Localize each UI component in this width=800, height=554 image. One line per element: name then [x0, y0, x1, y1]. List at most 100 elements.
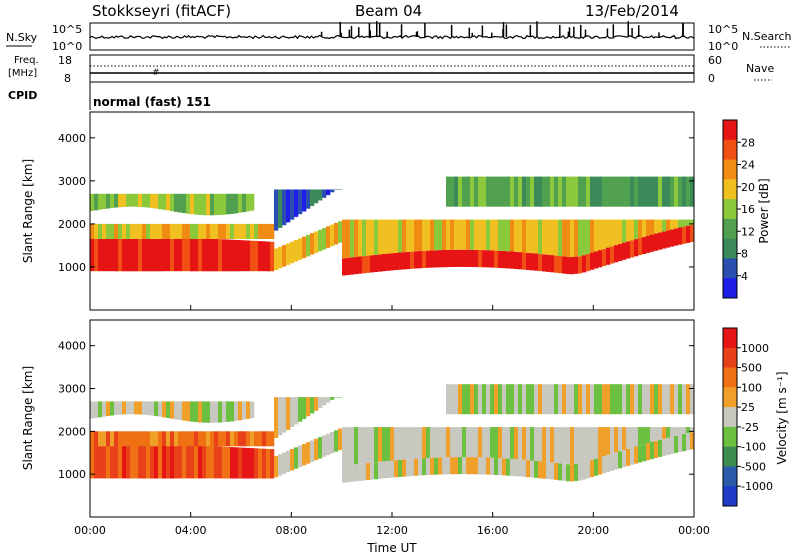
- velocity-cell: [486, 457, 491, 475]
- velocity-cell: [458, 457, 463, 475]
- power-cell: [486, 176, 491, 207]
- power-cell: [182, 237, 187, 272]
- nsearch-tick-top: 10^5: [708, 23, 738, 36]
- power-cell: [438, 219, 443, 251]
- velocity-cell: [246, 447, 251, 479]
- velocity-cell: [166, 431, 171, 447]
- power-cell: [306, 234, 311, 257]
- velocity-cell: [94, 440, 99, 479]
- velocity-cell: [242, 401, 247, 420]
- velocity-cell: [90, 401, 95, 419]
- power-cell: [610, 219, 615, 247]
- velocity-cell: [478, 427, 483, 458]
- power-cell: [442, 250, 447, 268]
- power-cell: [102, 193, 107, 209]
- velocity-cell: [666, 427, 671, 438]
- power-cell: [550, 219, 555, 256]
- power-cell: [462, 249, 467, 267]
- power-cell: [518, 252, 523, 270]
- power-cell: [658, 232, 663, 250]
- power-cell: [426, 219, 431, 251]
- velocity-cell: [254, 448, 259, 479]
- power-cell: [454, 176, 459, 207]
- velocity-cell: [454, 427, 459, 458]
- power-cell: [478, 176, 483, 207]
- velocity-cell: [478, 457, 483, 475]
- y-tick-label: 4000: [58, 340, 86, 353]
- velocity-cell: [546, 384, 551, 415]
- velocity-cell: [518, 459, 523, 477]
- velocity-cell: [170, 401, 175, 419]
- power-cell: [210, 223, 215, 239]
- velocity-colorbar-tick-label: 25: [741, 401, 755, 414]
- velocity-cell: [270, 449, 275, 479]
- velocity-cell: [630, 427, 635, 448]
- power-cell: [306, 189, 311, 209]
- velocity-cell: [542, 427, 547, 462]
- velocity-cell: [670, 384, 675, 415]
- power-cell: [618, 176, 623, 207]
- power-colorbar-swatch: [723, 199, 737, 220]
- power-cell: [406, 219, 411, 252]
- power-cell: [270, 241, 275, 272]
- velocity-cell: [314, 397, 319, 411]
- velocity-cell: [566, 427, 571, 465]
- power-cell: [458, 249, 463, 267]
- velocity-cell: [134, 442, 139, 479]
- velocity-cell: [106, 401, 111, 416]
- power-cell: [158, 223, 163, 239]
- power-cell: [438, 250, 443, 268]
- velocity-cell: [598, 384, 603, 415]
- velocity-cell: [466, 457, 471, 475]
- power-cell: [558, 176, 563, 207]
- velocity-cell: [198, 431, 203, 447]
- velocity-cell: [582, 427, 587, 463]
- power-cell: [646, 219, 651, 236]
- freq-marker: #: [152, 68, 160, 78]
- velocity-cell: [530, 384, 535, 415]
- power-cell: [274, 189, 279, 231]
- velocity-cell: [230, 447, 235, 479]
- power-cell: [450, 219, 455, 250]
- power-cell: [462, 176, 467, 207]
- velocity-cell: [134, 401, 139, 415]
- velocity-cell: [506, 427, 511, 459]
- power-cell: [194, 223, 199, 239]
- power-cell: [614, 219, 619, 246]
- velocity-cell: [622, 384, 627, 415]
- power-cell: [486, 219, 491, 251]
- velocity-cell: [146, 431, 151, 447]
- power-cell: [426, 250, 431, 268]
- velocity-cell: [186, 401, 191, 422]
- power-cell: [334, 222, 339, 245]
- power-cell: [658, 176, 663, 207]
- velocity-cell: [310, 397, 315, 414]
- velocity-cell: [306, 397, 311, 417]
- velocity-cell: [158, 443, 163, 479]
- power-cell: [642, 219, 647, 237]
- power-cell: [638, 176, 643, 207]
- power-cell: [314, 189, 319, 204]
- velocity-cell: [442, 457, 447, 475]
- power-cell: [450, 249, 455, 267]
- power-cell: [650, 219, 655, 235]
- cpid-mode: normal (fast) 151: [93, 95, 211, 109]
- velocity-cell: [242, 431, 247, 447]
- power-cell: [298, 189, 303, 215]
- velocity-colorbar-swatch: [723, 407, 737, 428]
- velocity-cell: [558, 463, 563, 481]
- power-colorbar-swatch: [723, 159, 737, 180]
- power-cell: [422, 250, 427, 268]
- velocity-cell: [118, 401, 123, 415]
- velocity-cell: [686, 427, 691, 434]
- velocity-cell: [450, 457, 455, 475]
- power-cell: [146, 223, 151, 239]
- power-cell: [482, 250, 487, 268]
- power-cell: [582, 176, 587, 207]
- velocity-cell: [534, 427, 539, 461]
- velocity-cell: [498, 427, 503, 459]
- power-cell: [162, 193, 167, 210]
- power-cell: [570, 176, 575, 207]
- velocity-cell: [270, 431, 275, 447]
